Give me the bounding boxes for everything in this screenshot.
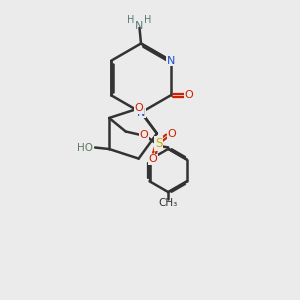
Text: O: O (139, 130, 148, 140)
Text: CH₃: CH₃ (159, 198, 178, 208)
Text: O: O (134, 103, 143, 113)
Text: N: N (167, 56, 175, 66)
Text: S: S (155, 137, 162, 150)
Text: N: N (137, 107, 145, 118)
Text: O: O (184, 90, 193, 100)
Text: O: O (149, 154, 158, 164)
Text: HO: HO (77, 142, 93, 152)
Text: O: O (167, 129, 176, 139)
Text: N: N (135, 21, 144, 32)
Text: H: H (128, 15, 135, 26)
Text: H: H (144, 15, 152, 26)
